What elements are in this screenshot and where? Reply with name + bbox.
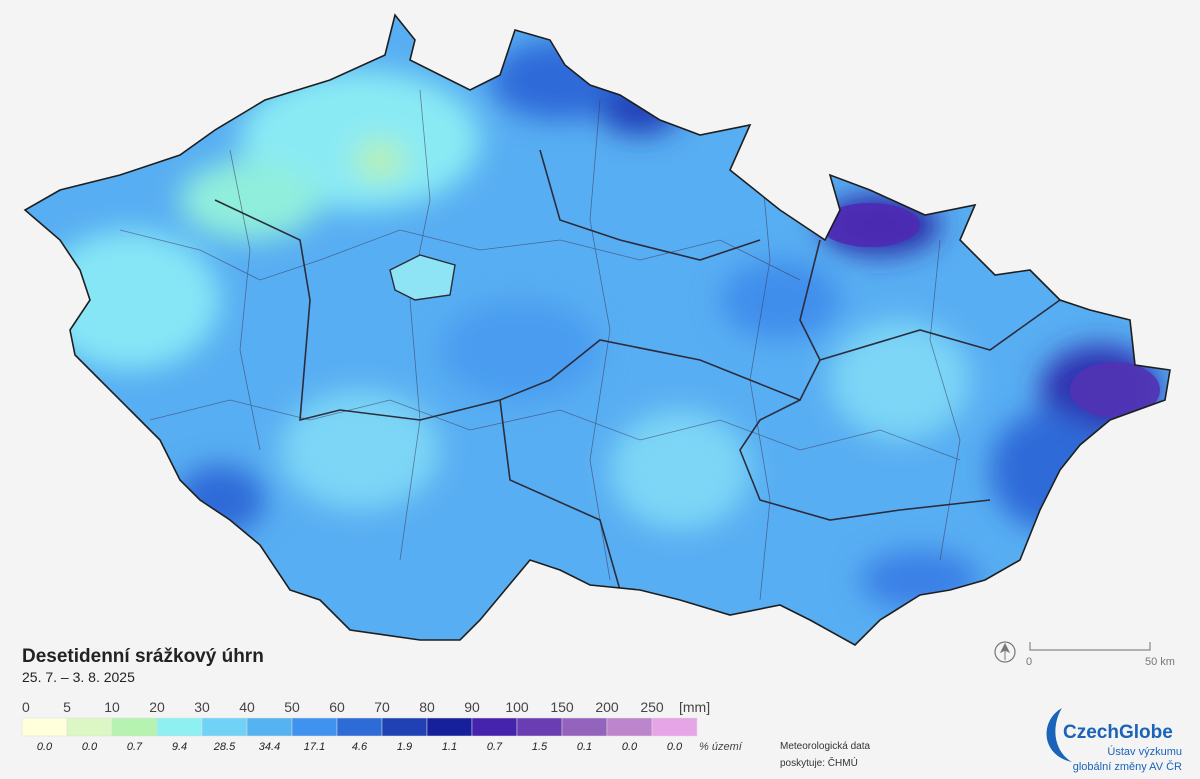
legend-threshold: 10 <box>104 699 120 715</box>
legend-threshold: 70 <box>374 699 390 715</box>
source-line: Meteorologická data <box>780 741 870 752</box>
legend-threshold: 80 <box>419 699 435 715</box>
legend-swatch <box>381 717 428 737</box>
logo-subtitle: globální změny AV ČR <box>1073 760 1182 773</box>
legend-swatch <box>471 717 518 737</box>
legend-threshold: 100 <box>505 699 529 715</box>
map-period: 25. 7. – 3. 8. 2025 <box>22 669 135 685</box>
legend-threshold: 250 <box>640 699 664 715</box>
prague <box>389 254 456 301</box>
legend-share: 34.4 <box>259 741 280 753</box>
legend-threshold: 60 <box>329 699 345 715</box>
legend-swatch <box>246 717 293 737</box>
legend-share: 0.0 <box>622 741 638 753</box>
legend-share: 0.0 <box>37 741 53 753</box>
legend-swatch <box>561 717 608 737</box>
legend-share-label: % území <box>699 741 743 753</box>
legend-swatch <box>516 717 563 737</box>
legend-swatch <box>21 717 68 737</box>
legend-share: 0.7 <box>127 741 143 753</box>
legend-share: 0.0 <box>82 741 98 753</box>
district-borders <box>119 89 961 601</box>
legend-share: 17.1 <box>304 741 325 753</box>
legend-threshold: 5 <box>63 699 71 715</box>
legend-swatch <box>111 717 158 737</box>
legend: 0 5 10 20 30 40 50 60 70 80 90 100 150 200 250 [mm] 0.0 0… <box>21 699 743 753</box>
legend-threshold: 150 <box>550 699 574 715</box>
legend-swatch <box>291 717 338 737</box>
logo: CzechGlobe Ústav výzkumu globální změny … <box>1046 708 1182 773</box>
legend-threshold: 90 <box>464 699 480 715</box>
legend-threshold: 200 <box>595 699 619 715</box>
legend-swatch <box>606 717 653 737</box>
legend-share: 1.5 <box>532 741 548 753</box>
source-line: poskytuje: ČHMÚ <box>780 756 858 769</box>
region-borders <box>214 149 1061 591</box>
legend-threshold: 40 <box>239 699 255 715</box>
legend-threshold: 0 <box>22 699 30 715</box>
logo-subtitle: Ústav výzkumu <box>1107 745 1182 758</box>
legend-share: 1.1 <box>442 741 457 753</box>
legend-threshold: 20 <box>149 699 165 715</box>
legend-swatch <box>426 717 473 737</box>
legend-threshold: 50 <box>284 699 300 715</box>
legend-share: 28.5 <box>213 741 236 753</box>
legend-swatch <box>156 717 203 737</box>
legend-share: 0.0 <box>667 741 683 753</box>
legend-swatch <box>336 717 383 737</box>
legend-share: 9.4 <box>172 741 187 753</box>
legend-share: 0.1 <box>577 741 592 753</box>
legend-threshold: 30 <box>194 699 210 715</box>
logo-name: CzechGlobe <box>1063 722 1173 743</box>
scale-bar <box>1029 642 1151 651</box>
legend-share: 1.9 <box>397 741 412 753</box>
compass <box>994 641 1016 663</box>
scale-end: 50 km <box>1145 656 1175 668</box>
map-title: Desetidenní srážkový úhrn <box>22 646 264 667</box>
legend-swatch <box>651 717 698 737</box>
legend-share: 4.6 <box>352 741 368 753</box>
scale-start: 0 <box>1026 656 1032 668</box>
legend-share: 0.7 <box>487 741 503 753</box>
legend-swatch <box>66 717 113 737</box>
legend-swatch <box>201 717 248 737</box>
legend-unit: [mm] <box>679 699 710 715</box>
